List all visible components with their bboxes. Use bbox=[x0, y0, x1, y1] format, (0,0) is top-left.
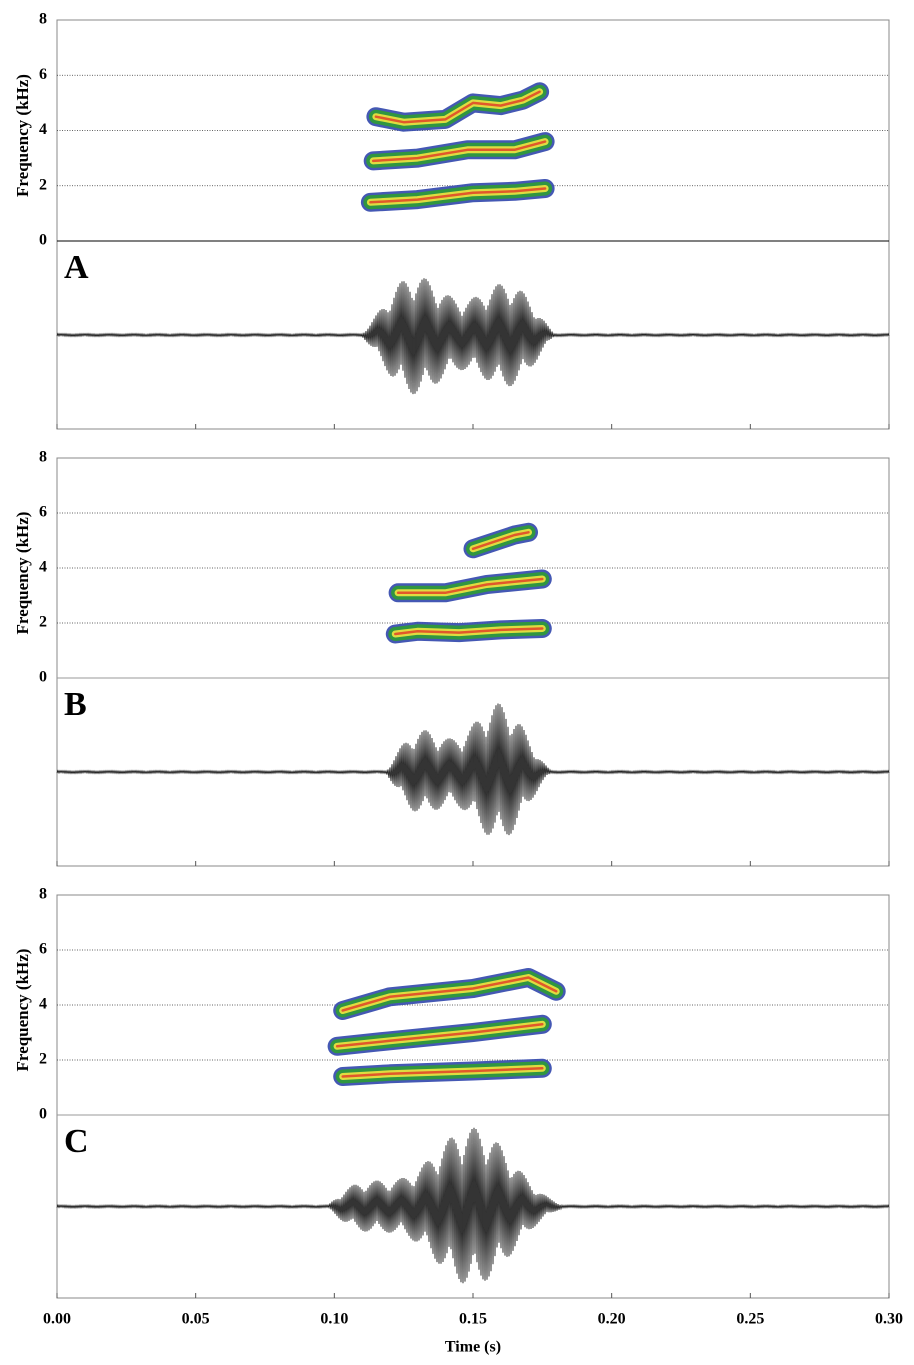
panel-label: C bbox=[64, 1123, 89, 1160]
y-tick-label: 0 bbox=[39, 669, 47, 686]
y-tick-label: 6 bbox=[39, 504, 47, 521]
panel-frame bbox=[56, 19, 890, 430]
y-tick-label: 0 bbox=[39, 1106, 47, 1123]
x-tick-label: 0.20 bbox=[598, 1311, 626, 1328]
y-tick-label: 8 bbox=[39, 449, 47, 466]
waveform bbox=[56, 278, 890, 395]
harmonic bbox=[341, 1067, 544, 1078]
y-tick-label: 0 bbox=[39, 232, 47, 249]
harmonic bbox=[341, 976, 558, 1012]
x-tick-label: 0.00 bbox=[43, 1311, 71, 1328]
y-tick-label: 4 bbox=[39, 559, 47, 576]
y-tick-label: 2 bbox=[39, 176, 47, 193]
y-axis-label: Frequency (kHz) bbox=[13, 949, 32, 1072]
x-tick-label: 0.15 bbox=[459, 1311, 487, 1328]
waveform bbox=[56, 1127, 890, 1284]
x-tick-label: 0.05 bbox=[182, 1311, 210, 1328]
x-tick-label: 0.30 bbox=[875, 1311, 903, 1328]
y-tick-label: 8 bbox=[39, 11, 47, 28]
panel-frame bbox=[56, 457, 890, 867]
y-tick-label: 8 bbox=[39, 886, 47, 903]
panel-label: B bbox=[64, 686, 87, 723]
y-tick-label: 2 bbox=[39, 1051, 47, 1068]
y-axis-label: Frequency (kHz) bbox=[13, 512, 32, 635]
harmonic bbox=[369, 187, 547, 204]
harmonic bbox=[371, 140, 547, 163]
x-tick-label: 0.25 bbox=[736, 1311, 764, 1328]
y-tick-label: 6 bbox=[39, 941, 47, 958]
y-axis-label: Frequency (kHz) bbox=[13, 74, 32, 197]
y-tick-label: 4 bbox=[39, 996, 47, 1013]
y-tick-label: 2 bbox=[39, 614, 47, 631]
x-axis-label: Time (s) bbox=[445, 1339, 501, 1356]
y-tick-label: 6 bbox=[39, 66, 47, 83]
harmonic bbox=[374, 90, 541, 124]
waveform bbox=[56, 703, 890, 836]
harmonic bbox=[471, 531, 530, 551]
x-tick-label: 0.10 bbox=[320, 1311, 348, 1328]
harmonic bbox=[396, 577, 544, 595]
harmonic bbox=[335, 1023, 544, 1048]
harmonic bbox=[368, 84, 547, 130]
harmonic bbox=[394, 627, 544, 636]
y-tick-label: 4 bbox=[39, 121, 47, 138]
panel-label: A bbox=[64, 249, 89, 286]
